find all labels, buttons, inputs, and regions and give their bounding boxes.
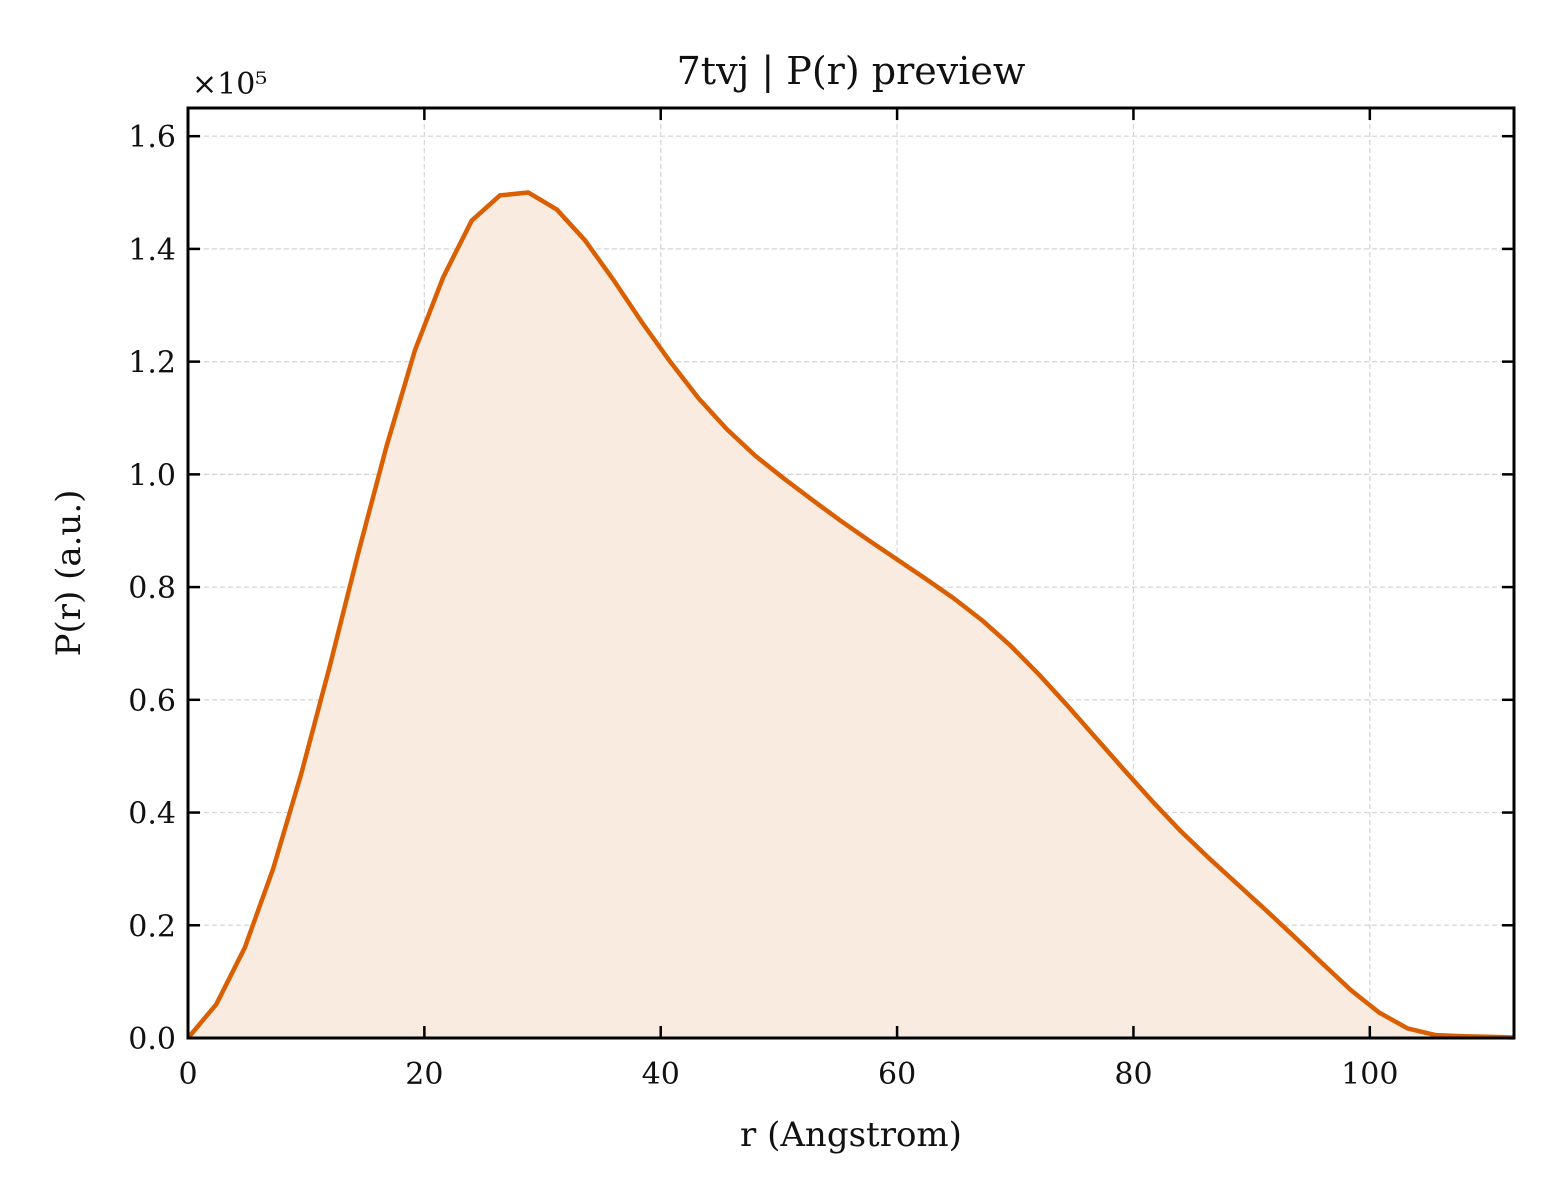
series-line xyxy=(186,190,1515,1040)
y-tick-label: 1.4 xyxy=(128,233,176,268)
y-axis-label: P(r) (a.u.) xyxy=(49,490,89,657)
y-tick-label: 0.4 xyxy=(128,797,176,832)
y-tick-label: 1.0 xyxy=(128,458,176,493)
plot-frame xyxy=(186,106,1516,1040)
y-tick-label: 1.6 xyxy=(128,120,176,155)
y-tick-label: 0.2 xyxy=(128,909,176,944)
y-tick-label: 0.8 xyxy=(128,571,176,606)
y-tick-label: 0.0 xyxy=(128,1022,176,1057)
ticks: 0 20 40 60 80 100 0.0 0.2 0.4 0.6 0.8 1.0 1.2 1.4 1.6 xyxy=(128,108,1514,1092)
area-fill xyxy=(188,192,1514,1039)
x-tick-label: 60 xyxy=(878,1057,916,1092)
x-tick-label: 100 xyxy=(1341,1057,1398,1092)
y-tick-label: 0.6 xyxy=(128,684,176,719)
x-tick-label: 80 xyxy=(1114,1057,1152,1092)
y-tick-label: 1.2 xyxy=(128,346,176,381)
chart-title: 7tvj | P(r) preview xyxy=(677,49,1026,93)
x-tick-label: 40 xyxy=(642,1057,680,1092)
y-offset-label: ×10⁵ xyxy=(192,67,267,102)
x-tick-label: 20 xyxy=(405,1057,443,1092)
x-axis-label: r (Angstrom) xyxy=(740,1115,962,1155)
x-tick-label: 0 xyxy=(178,1057,197,1092)
